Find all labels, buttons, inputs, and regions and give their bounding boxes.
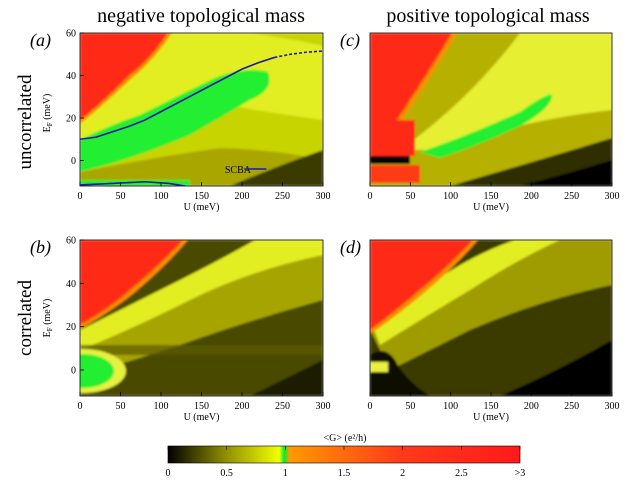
colorbar-tick-label: 0.5 (220, 468, 233, 479)
y-tick-label: 0 (71, 366, 76, 377)
x-tick-label: 300 (316, 191, 331, 202)
x-tick-label: 50 (116, 191, 126, 202)
row-title-uncorrelated: uncorrelated (15, 74, 36, 169)
scba-line (80, 180, 186, 186)
x-tick-label: 250 (275, 191, 290, 202)
scba-curves (80, 50, 323, 186)
scba-line (274, 50, 323, 59)
x-tick-label: 300 (605, 401, 620, 412)
row-title-correlated: correlated (15, 280, 36, 356)
y-axis-label: EF (meV) (42, 94, 54, 133)
scba-legend-label: SCBA (225, 165, 252, 176)
y-tick-label: 20 (66, 322, 76, 333)
x-tick-label: 100 (154, 401, 169, 412)
x-tick-label: 200 (524, 191, 539, 202)
x-tick-label: 100 (154, 191, 169, 202)
x-tick-label: 0 (368, 191, 373, 202)
colorbar-tick-label: 1 (283, 468, 288, 479)
x-axis-label: U (meV) (184, 202, 220, 213)
panel-label: (c) (340, 30, 360, 51)
x-tick-label: 100 (443, 191, 458, 202)
colorbar-tick-label: 1.5 (338, 468, 351, 479)
panel-label: (d) (340, 237, 361, 258)
y-axis-label: EF (meV) (42, 299, 54, 338)
x-tick-label: 50 (405, 401, 415, 412)
x-tick-label: 250 (564, 401, 579, 412)
panel-b (79, 239, 324, 397)
x-tick-label: 0 (368, 401, 373, 412)
x-axis-label: U (meV) (473, 412, 509, 423)
x-tick-label: 250 (564, 191, 579, 202)
x-tick-label: 0 (78, 401, 83, 412)
x-tick-label: 0 (78, 191, 83, 202)
y-tick-label: 0 (71, 156, 76, 167)
panel-label: (b) (30, 237, 51, 258)
x-axis-label: U (meV) (184, 412, 220, 423)
colorbar-tick-label: 2.5 (455, 468, 468, 479)
colorbar-tick-label: 2 (400, 468, 405, 479)
y-tick-label: 40 (66, 71, 76, 82)
colorbar-tick-label: 0 (166, 468, 171, 479)
colorbar-tick-label: >3 (515, 468, 526, 479)
x-tick-label: 150 (194, 401, 209, 412)
colorbar-label: <G> (e²/h) (324, 433, 367, 444)
scba-line (80, 56, 275, 141)
x-tick-label: 150 (484, 191, 499, 202)
x-axis-label: U (meV) (473, 202, 509, 213)
x-tick-label: 200 (235, 401, 250, 412)
column-title-negative: negative topological mass (97, 5, 305, 27)
x-tick-label: 250 (275, 401, 290, 412)
x-tick-label: 300 (605, 191, 620, 202)
y-tick-label: 60 (66, 29, 76, 40)
x-tick-label: 150 (484, 401, 499, 412)
x-tick-label: 50 (405, 191, 415, 202)
panel-d (369, 239, 613, 397)
x-tick-label: 100 (443, 401, 458, 412)
column-title-positive: positive topological mass (386, 5, 590, 27)
panel-c (369, 32, 613, 187)
y-tick-label: 40 (66, 279, 76, 290)
x-tick-label: 200 (235, 191, 250, 202)
y-tick-label: 60 (66, 236, 76, 247)
x-tick-label: 150 (194, 191, 209, 202)
y-tick-label: 20 (66, 114, 76, 125)
x-tick-label: 50 (116, 401, 126, 412)
panel-label: (a) (30, 30, 51, 51)
panel-a (79, 32, 324, 187)
colorbar: <G> (e²/h) 0 0.5 1 1.5 2 2.5 >3 (166, 433, 526, 479)
x-tick-label: 300 (316, 401, 331, 412)
x-tick-label: 200 (524, 401, 539, 412)
